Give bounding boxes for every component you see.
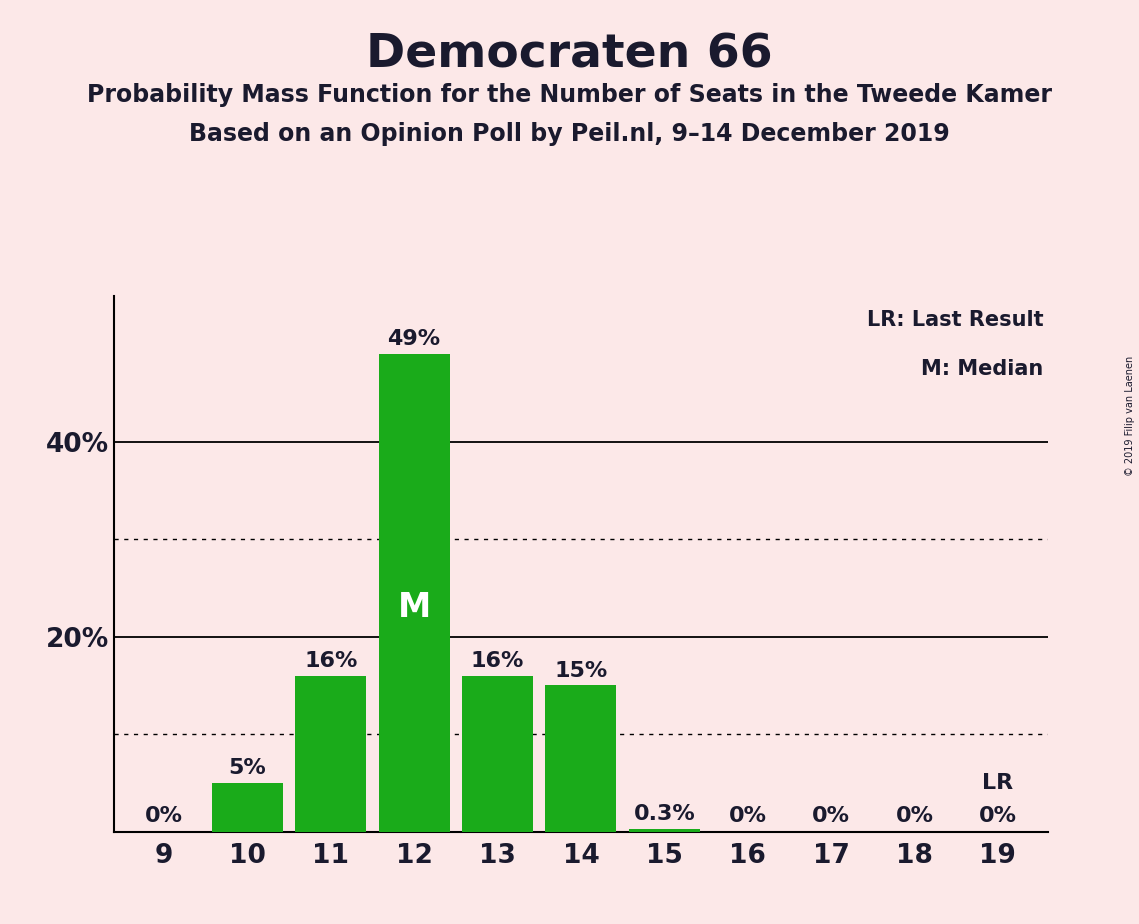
Text: Democraten 66: Democraten 66 [366,32,773,78]
Bar [295,675,366,832]
Text: © 2019 Filip van Laenen: © 2019 Filip van Laenen [1125,356,1134,476]
Text: Based on an Opinion Poll by Peil.nl, 9–14 December 2019: Based on an Opinion Poll by Peil.nl, 9–1… [189,122,950,146]
Text: 0%: 0% [895,806,934,826]
Text: 0%: 0% [145,806,183,826]
Text: M: M [398,591,431,624]
Text: 0%: 0% [978,806,1017,826]
Text: Probability Mass Function for the Number of Seats in the Tweede Kamer: Probability Mass Function for the Number… [87,83,1052,107]
Text: 0.3%: 0.3% [633,804,695,824]
Text: LR: LR [982,772,1014,793]
Bar [546,686,616,832]
Text: LR: Last Result: LR: Last Result [867,310,1043,330]
Text: 15%: 15% [555,661,607,681]
Bar [462,675,533,832]
Text: 0%: 0% [812,806,850,826]
Text: 16%: 16% [304,650,358,671]
Text: 5%: 5% [229,758,267,778]
Bar [212,783,282,832]
Text: 16%: 16% [470,650,524,671]
Text: 0%: 0% [729,806,767,826]
Text: M: Median: M: Median [921,359,1043,379]
Text: 49%: 49% [387,329,441,349]
Bar [378,354,450,832]
Bar [629,829,699,832]
